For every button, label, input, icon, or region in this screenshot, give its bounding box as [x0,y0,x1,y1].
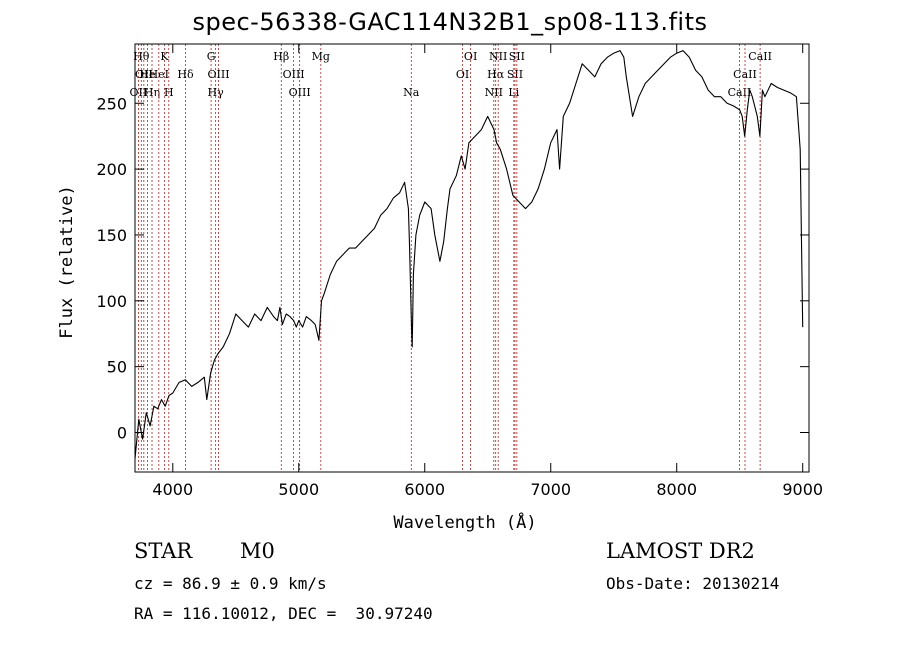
reference-label-12: Hβ [273,50,289,63]
observation-date: Obs-Date: 20130214 [606,574,780,593]
reference-label-8: Hδ [177,68,194,81]
redshift-cz: cz = 86.9 ± 0.9 km/s [134,574,327,593]
object-class: STAR [134,539,193,563]
coordinates: RA = 116.10012, DEC = 30.97240 [134,604,433,623]
reference-label-1: OII [135,68,153,81]
x-tick-label-3: 7000 [530,480,571,499]
spectrum-series [134,50,804,459]
x-axis-label: Wavelength (Å) [393,511,536,533]
reference-label-27: CaII [748,50,772,63]
axes: 4000 5000 6000 7000 8000 9000 0 50 100 150 200 250 [96,44,823,499]
reference-label-13: OIII [283,68,305,81]
reference-label-25: CaII [728,86,752,99]
y-tick-label-0: 0 [117,423,127,442]
x-tick-label-1: 5000 [278,480,319,499]
reference-label-10: Hγ [208,86,225,99]
spectrum-line [134,50,804,459]
reference-label-0: Hθ [133,50,150,63]
reference-label-16: Na [403,86,420,99]
reference-label-23: SII [507,68,523,81]
y-tick-label-2: 100 [96,292,127,311]
x-tick-label-0: 4000 [152,480,193,499]
chart-title: spec-56338-GAC114N32B1_sp08-113.fits [192,8,708,36]
reference-label-18: OI [464,50,477,63]
survey-name: LAMOST DR2 [606,539,755,563]
reference-label-2: OII [130,86,148,99]
reference-label-20: Hα [487,68,505,81]
y-tick-label-5: 250 [96,94,127,113]
reference-label-11: OIII [207,68,229,81]
reference-label-21: NII [489,50,507,63]
y-tick-label-4: 200 [96,160,127,179]
reference-label-7: H [164,86,174,99]
reference-label-4: Hη [144,86,160,99]
emission-line-markers: HθOIIOIIHeHηHeIKHHδGHγOIIIHβOIIIOIIIMgNa… [130,44,772,472]
reference-label-19: NII [485,86,503,99]
plot-frame [134,43,810,473]
reference-label-22: Li [508,86,519,99]
y-axis-label: Flux (relative) [57,185,77,339]
reference-label-17: OI [456,68,469,81]
reference-label-6: K [160,50,169,63]
reference-label-15: Mg [312,50,330,63]
reference-label-26: CaII [733,68,757,81]
x-tick-label-5: 9000 [782,480,823,499]
reference-label-5: HeI [149,68,169,81]
object-subclass: M0 [240,539,275,563]
reference-label-24: SII [509,50,525,63]
y-tick-label-1: 50 [107,358,127,377]
reference-label-3: He [139,68,155,81]
y-tick-label-3: 150 [96,226,127,245]
x-tick-label-4: 8000 [656,480,697,499]
reference-label-14: OIII [289,86,311,99]
reference-label-9: G [207,50,216,63]
x-tick-label-2: 6000 [404,480,445,499]
